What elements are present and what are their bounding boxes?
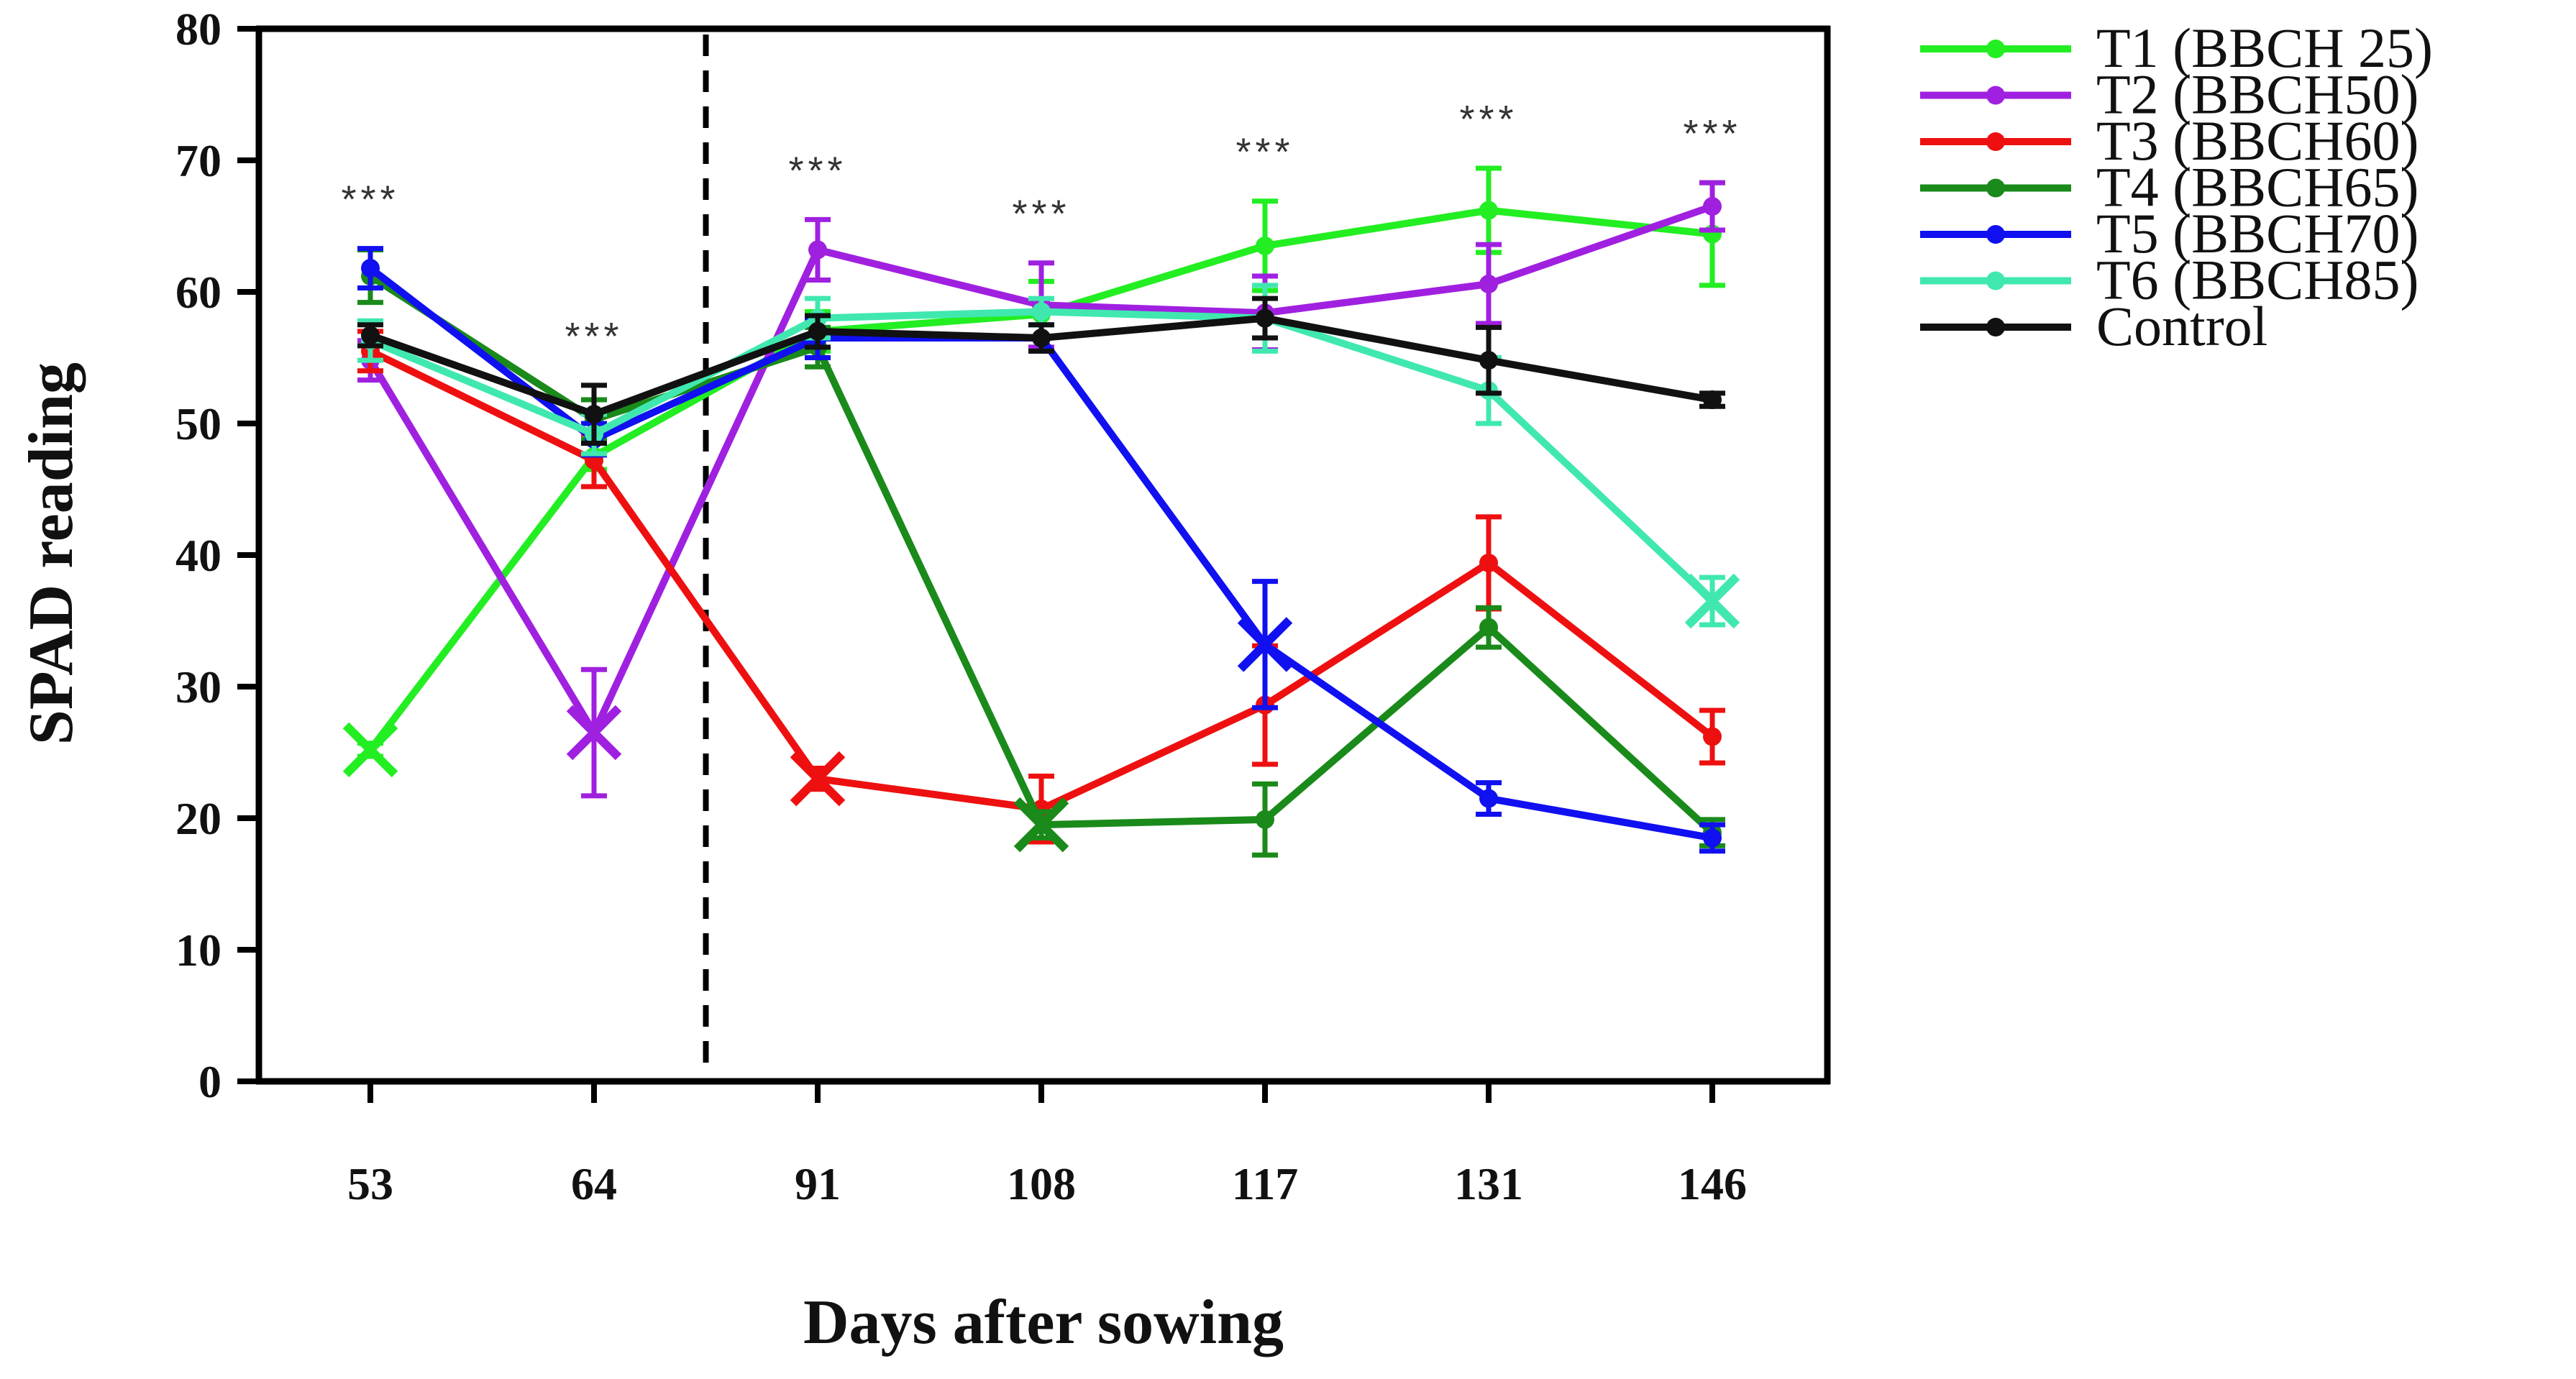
data-point: [1703, 197, 1722, 216]
legend-label: T2 (BBCH50): [2096, 63, 2419, 126]
series-0: [342, 165, 1725, 778]
data-point: [808, 321, 827, 341]
data-point: [1256, 810, 1274, 829]
legend-label: T3 (BBCH60): [2096, 109, 2419, 172]
significance-label: ***: [1012, 193, 1070, 236]
legend-item: T3 (BBCH60): [1920, 109, 2419, 172]
x-tick-label: 91: [795, 1158, 841, 1209]
data-point-cross: [566, 705, 622, 761]
data-point: [1256, 236, 1274, 255]
data-point: [1479, 789, 1498, 808]
data-point: [1479, 553, 1498, 572]
legend-item: T2 (BBCH50): [1920, 63, 2419, 126]
y-tick-label: 40: [175, 530, 221, 581]
x-axis-title: Days after sowing: [803, 1288, 1284, 1357]
y-tick-label: 70: [175, 135, 221, 186]
legend-marker: [1986, 225, 2005, 244]
x-tick-label: 117: [1232, 1158, 1298, 1209]
data-point: [1032, 329, 1051, 348]
y-tick-label: 50: [175, 398, 221, 449]
data-point-cross: [342, 722, 398, 778]
y-tick-label: 20: [175, 793, 221, 844]
legend-label: Control: [2096, 295, 2267, 357]
x-tick-label: 131: [1454, 1158, 1523, 1209]
plot-area: *** *** *** *** *** *** ***: [341, 35, 1741, 1077]
data-point: [808, 240, 827, 260]
data-point: [1703, 828, 1722, 848]
legend-marker: [1986, 132, 2005, 151]
data-point: [1032, 302, 1051, 321]
legend-label: T4 (BBCH65): [2096, 156, 2419, 219]
legend-label: T1 (BBCH 25): [2096, 17, 2433, 79]
data-point: [1479, 618, 1498, 637]
data-point: [361, 326, 380, 345]
data-point-cross: [790, 751, 846, 807]
y-tick-label: 0: [198, 1056, 221, 1107]
axes: 0 10 20 30 40 50 60 70 80 53 64 91 108 117 131 146: [175, 4, 1831, 1209]
legend-item: T5 (BBCH70): [1920, 202, 2419, 265]
x-tick-label: 146: [1678, 1158, 1747, 1209]
legend-item: Control: [1920, 295, 2267, 357]
data-point: [585, 405, 603, 424]
data-point: [1703, 727, 1722, 746]
x-tick-label: 53: [347, 1158, 393, 1209]
legend-item: T6 (BBCH85): [1920, 249, 2419, 311]
data-point: [1479, 201, 1498, 220]
y-tick-label: 10: [175, 925, 221, 976]
series-2: [357, 329, 1725, 845]
data-point-cross: [1684, 573, 1740, 629]
significance-label: ***: [341, 178, 399, 221]
x-tick-label: 64: [571, 1158, 617, 1209]
y-axis-title: SPAD reading: [17, 362, 86, 745]
significance-label: ***: [1236, 131, 1294, 174]
significance-label: ***: [1459, 98, 1517, 141]
legend-marker: [1986, 86, 2005, 105]
data-point: [1479, 275, 1498, 294]
y-tick-label: 60: [175, 267, 221, 318]
legend-marker: [1986, 318, 2005, 336]
y-tick-label: 80: [175, 4, 221, 55]
significance-label: ***: [788, 149, 846, 192]
legend-label: T5 (BBCH70): [2096, 202, 2419, 265]
legend-marker: [1986, 271, 2005, 290]
data-point: [1703, 390, 1722, 410]
data-point-cross: [1237, 617, 1293, 672]
legend-label: T6 (BBCH85): [2096, 249, 2419, 311]
x-tick-label: 108: [1007, 1158, 1076, 1209]
significance-label: ***: [1683, 112, 1741, 155]
legend-marker: [1986, 40, 2005, 58]
series-1: [357, 180, 1725, 799]
significance-label: ***: [565, 315, 623, 358]
data-point-cross: [1013, 797, 1069, 853]
data-point: [1479, 351, 1498, 370]
legend-marker: [1986, 178, 2005, 198]
y-tick-label: 30: [175, 661, 221, 713]
data-point: [1256, 308, 1274, 328]
data-point: [361, 259, 380, 278]
legend-item: T1 (BBCH 25): [1920, 17, 2433, 79]
legend-item: T4 (BBCH65): [1920, 156, 2419, 219]
series-6: [357, 296, 1725, 446]
legend: T1 (BBCH 25)T2 (BBCH50)T3 (BBCH60)T4 (BB…: [1920, 17, 2433, 357]
